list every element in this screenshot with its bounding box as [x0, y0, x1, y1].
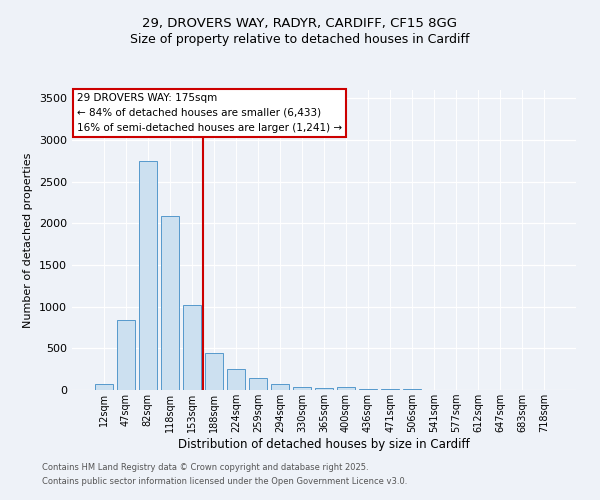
Bar	[315, 388, 333, 390]
Y-axis label: Number of detached properties: Number of detached properties	[23, 152, 34, 328]
Text: 29 DROVERS WAY: 175sqm
← 84% of detached houses are smaller (6,433)
16% of semi-: 29 DROVERS WAY: 175sqm ← 84% of detached…	[77, 93, 342, 132]
Bar	[359, 389, 377, 390]
Bar	[227, 369, 245, 390]
Text: Contains HM Land Registry data © Crown copyright and database right 2025.: Contains HM Land Registry data © Crown c…	[42, 464, 368, 472]
Bar	[183, 305, 200, 390]
Text: 29, DROVERS WAY, RADYR, CARDIFF, CF15 8GG: 29, DROVERS WAY, RADYR, CARDIFF, CF15 8G…	[143, 18, 458, 30]
Text: Contains public sector information licensed under the Open Government Licence v3: Contains public sector information licen…	[42, 477, 407, 486]
Bar	[161, 216, 179, 390]
Bar	[117, 320, 134, 390]
X-axis label: Distribution of detached houses by size in Cardiff: Distribution of detached houses by size …	[178, 438, 470, 451]
Text: Size of property relative to detached houses in Cardiff: Size of property relative to detached ho…	[130, 32, 470, 46]
Bar	[271, 384, 289, 390]
Bar	[249, 378, 267, 390]
Bar	[139, 161, 157, 390]
Bar	[205, 352, 223, 390]
Bar	[95, 384, 113, 390]
Bar	[293, 387, 311, 390]
Bar	[337, 386, 355, 390]
Bar	[381, 389, 399, 390]
